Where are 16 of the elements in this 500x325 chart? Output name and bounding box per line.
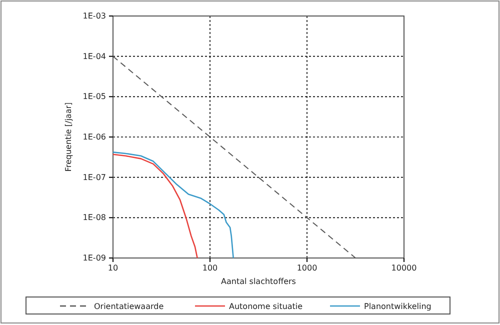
x-tick-label: 10: [108, 264, 118, 273]
y-tick-label: 1E-05: [82, 92, 106, 102]
legend-label: Autonome situatie: [229, 302, 303, 311]
y-tick-label: 1E-08: [82, 213, 106, 222]
x-tick-label: 1000: [296, 264, 318, 273]
x-axis-title: Aantal slachtoffers: [221, 277, 296, 286]
y-tick-label: 1E-06: [82, 132, 106, 142]
y-axis-title: Frequentie [/jaar]: [64, 102, 73, 172]
legend-label: Orientatiewaarde: [94, 302, 164, 311]
x-tick-label: 100: [202, 264, 218, 273]
y-tick-label: 1E-09: [82, 254, 106, 263]
legend-label: Planontwikkeling: [364, 302, 432, 311]
y-tick-label: 1E-07: [82, 172, 106, 182]
x-tick-label: 10000: [391, 264, 417, 273]
y-tick-label: 1E-04: [82, 52, 106, 61]
y-tick-label: 1E-03: [82, 12, 106, 21]
